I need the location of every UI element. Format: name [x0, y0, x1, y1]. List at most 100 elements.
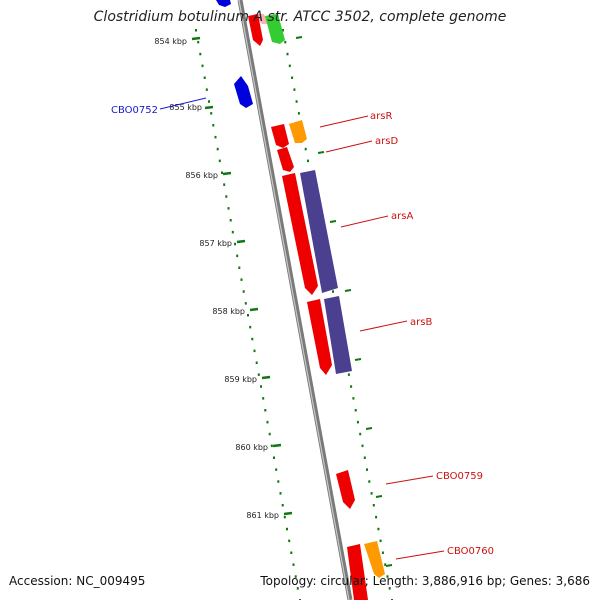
- topology-text: Topology: circular; Length: 3,886,916 bp…: [260, 574, 590, 588]
- strand-dot: [244, 302, 247, 305]
- strand-dot: [386, 575, 389, 578]
- gene-arsb-red[interactable]: [307, 299, 332, 375]
- genome-backbone: [237, 0, 353, 601]
- strand-dot: [227, 207, 230, 210]
- strand-dot: [229, 219, 232, 222]
- strand-dot: [288, 64, 291, 68]
- connector-cbo0760: [395, 550, 445, 560]
- strand-dot: [247, 314, 249, 317]
- strand-dot: [221, 171, 223, 174]
- tick-mark: [191, 36, 201, 41]
- strand-dot: [273, 456, 275, 459]
- gene-cbo0759[interactable]: [336, 470, 355, 509]
- strand-dot: [307, 159, 309, 163]
- gene-label-arsa[interactable]: arsA: [391, 211, 413, 222]
- tick-mark: [249, 307, 259, 312]
- strand-dot: [242, 290, 245, 293]
- gene-arsr-red[interactable]: [271, 124, 289, 148]
- strand-dot: [210, 112, 213, 115]
- tick-mark: [375, 495, 383, 498]
- tick-mark: [236, 239, 246, 244]
- strand-dot: [356, 420, 359, 424]
- gene-arsa-purple[interactable]: [300, 170, 338, 293]
- gene-label-cbo0760[interactable]: CBO0760: [447, 546, 494, 557]
- gene-arsb-purple[interactable]: [324, 296, 352, 374]
- gene-arsd[interactable]: [277, 147, 294, 172]
- tick-label: 859 kbp: [224, 375, 257, 384]
- strand-dot: [291, 76, 294, 79]
- gene-label-arsd[interactable]: arsD: [375, 136, 398, 147]
- strand-dot: [354, 409, 357, 412]
- tick-mark: [354, 358, 362, 361]
- tick-mark: [385, 564, 393, 567]
- label-connectors: [159, 97, 445, 560]
- strand-dot: [304, 147, 307, 151]
- tick-mark: [295, 36, 303, 39]
- strand-dot: [286, 52, 289, 56]
- strand-dot: [216, 147, 219, 151]
- strand-dot: [375, 515, 378, 519]
- strand-dot: [266, 420, 269, 424]
- strand-dot: [253, 349, 256, 353]
- strand-dot: [199, 52, 202, 56]
- gene-label-cbo0752[interactable]: CBO0752: [111, 105, 158, 116]
- strand-dot: [270, 444, 273, 448]
- tick-mark: [261, 375, 271, 380]
- connector-arsr: [319, 115, 369, 128]
- strand-dot: [223, 183, 226, 186]
- tick-label: 860 kbp: [235, 443, 268, 452]
- strand-dot: [262, 397, 265, 400]
- strand-dot: [260, 385, 262, 388]
- gene-red-top[interactable]: [248, 14, 263, 46]
- gene-arsa-red[interactable]: [282, 173, 318, 295]
- strand-dot: [236, 254, 239, 258]
- gene-blue-top[interactable]: [216, 0, 231, 7]
- connector-arsb: [359, 320, 408, 332]
- strand-dot: [292, 563, 295, 566]
- tick-mark: [283, 511, 293, 516]
- strand-dot: [283, 515, 286, 519]
- strand-dot: [288, 539, 291, 543]
- strand-dot: [297, 112, 300, 115]
- genome-backbone-highlight: [238, 0, 350, 601]
- gene-cbo0760-red[interactable]: [347, 544, 368, 600]
- strand-dot: [195, 29, 197, 32]
- strand-dot: [225, 195, 228, 198]
- tick-label: 858 kbp: [212, 307, 245, 316]
- strand-dot: [379, 539, 382, 543]
- gene-arsr-orange[interactable]: [289, 120, 307, 143]
- map-title: Clostridium botulinum A str. ATCC 3502, …: [93, 9, 507, 25]
- tick-label: 854 kbp: [154, 37, 187, 46]
- strand-dot: [208, 100, 210, 103]
- tick-label: 857 kbp: [199, 239, 232, 248]
- strand-dot: [295, 100, 298, 103]
- strand-dot: [290, 551, 293, 554]
- strand-dot: [201, 64, 204, 68]
- gene-labels: CBO0752 arsR arsD arsA arsB CBO0759 CBO0…: [111, 105, 494, 557]
- strand-dot: [361, 444, 364, 448]
- strand-dot: [234, 242, 236, 246]
- gene-label-arsb[interactable]: arsB: [410, 317, 432, 328]
- tick-mark: [272, 443, 282, 448]
- strand-dot: [231, 230, 234, 234]
- tick-label: 856 kbp: [185, 171, 218, 180]
- tick-mark: [222, 171, 232, 176]
- strand-dot: [257, 373, 260, 376]
- strand-dot: [286, 527, 288, 531]
- strand-dot: [377, 527, 380, 531]
- strand-dot: [352, 397, 355, 400]
- gene-cbo0760-orange[interactable]: [364, 541, 385, 578]
- strand-dot: [203, 76, 206, 79]
- strand-dot: [214, 135, 217, 139]
- strand-dot: [359, 432, 362, 436]
- strand-dot: [368, 480, 371, 483]
- gene-green-top[interactable]: [265, 14, 285, 44]
- tick-mark: [344, 289, 352, 292]
- accession-text: Accession: NC_009495: [9, 574, 146, 588]
- strand-dot: [205, 88, 208, 91]
- gene-cbo0752[interactable]: [234, 76, 253, 108]
- gene-label-arsr[interactable]: arsR: [370, 111, 392, 122]
- gene-label-cbo0759[interactable]: CBO0759: [436, 471, 483, 482]
- strand-dot: [268, 432, 271, 436]
